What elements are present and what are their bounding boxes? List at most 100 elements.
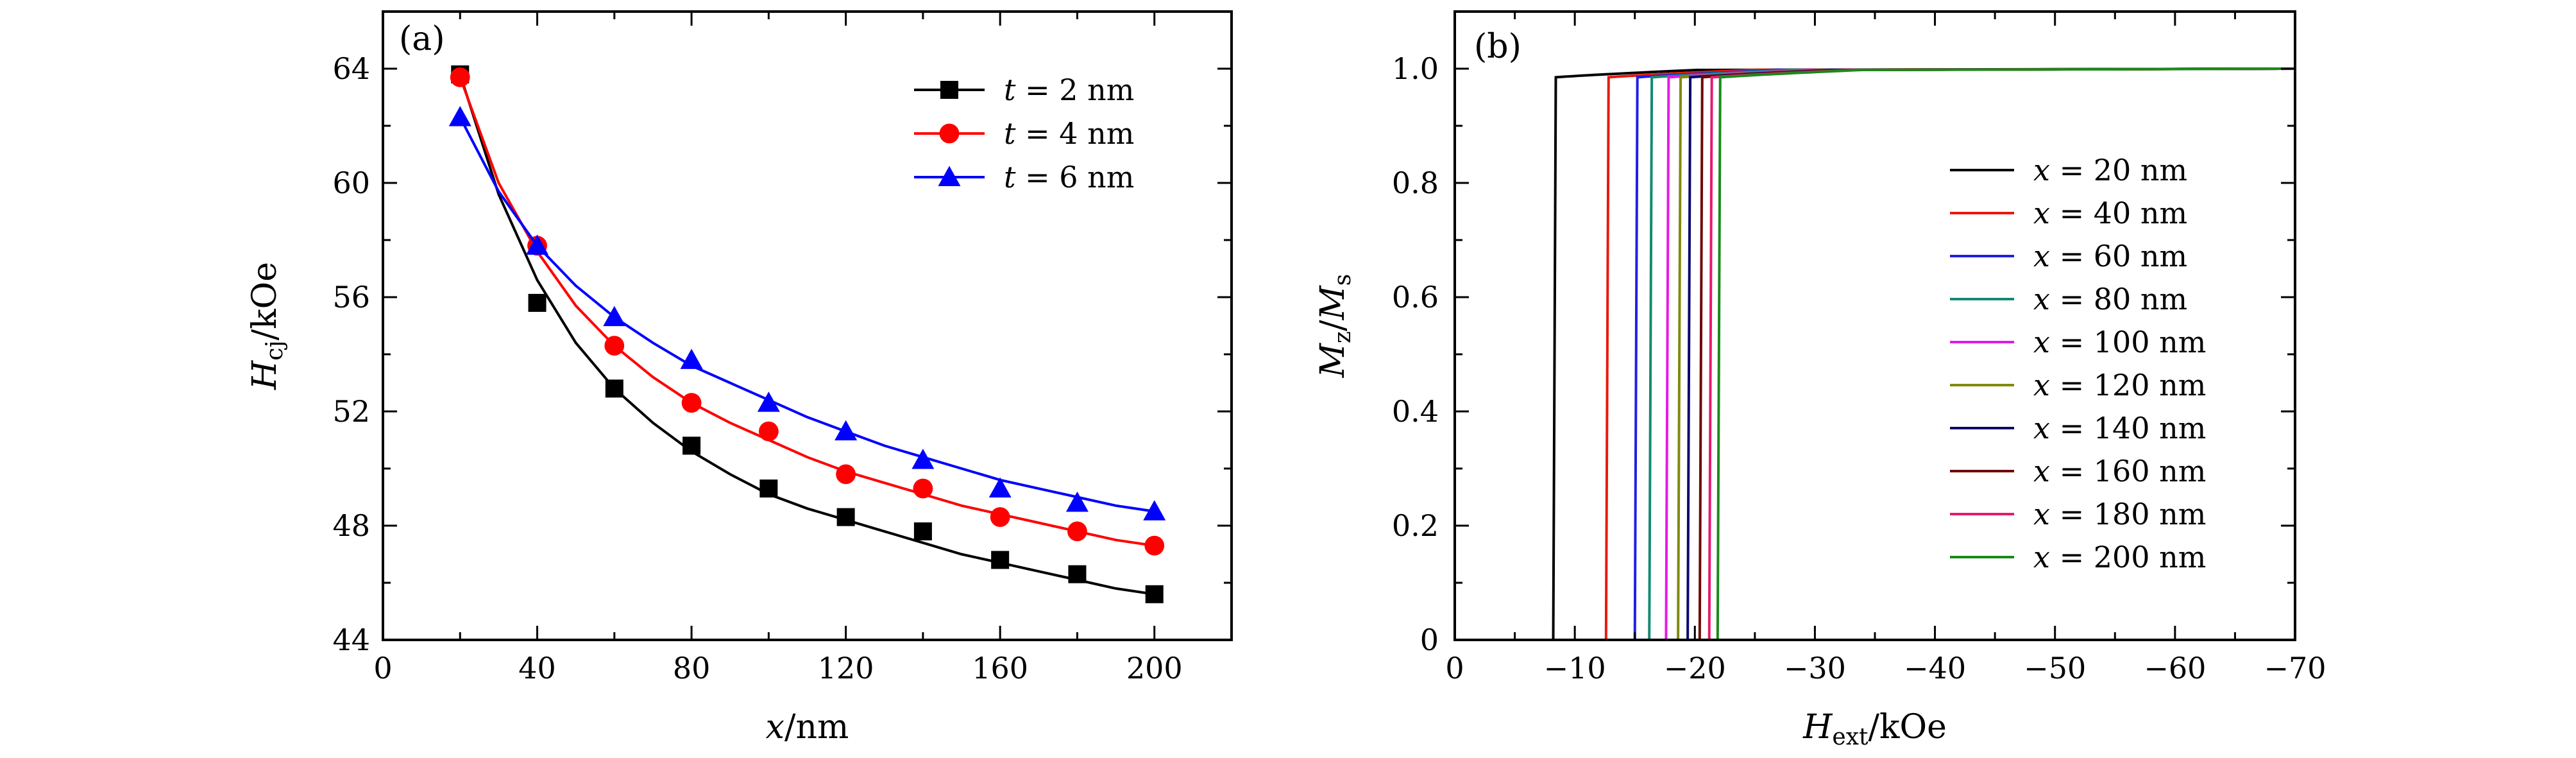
panel-a-legend-val: 4 nm xyxy=(1059,116,1134,151)
panel-b-legend-label: x = 160 nm xyxy=(2033,454,2206,488)
panel-a-x-tick-label: 80 xyxy=(673,651,711,685)
panel-b-legend-label: x = 100 nm xyxy=(2033,325,2206,359)
panel-b-legend-var: x xyxy=(2033,540,2050,574)
panel-a-legend-marker xyxy=(938,166,961,186)
panel-b-y-axis-den-sub: s xyxy=(1330,274,1356,286)
panel-a-data-point xyxy=(990,507,1010,528)
panel-a-y-tick-label: 48 xyxy=(332,508,370,543)
panel-a-data-point xyxy=(758,421,779,442)
panel-b-legend-var: x xyxy=(2033,153,2050,187)
panel-b-legend-label: x = 200 nm xyxy=(2033,540,2206,574)
panel-a-legend-eq: = xyxy=(1016,73,1060,107)
panel-b-y-axis-sep: / xyxy=(1314,320,1352,331)
panel-b-legend-eq: = xyxy=(2050,411,2094,445)
panel-a-data-point xyxy=(450,67,470,87)
panel-a-data-point xyxy=(991,551,1010,569)
panel-b-legend-eq: = xyxy=(2050,454,2094,488)
panel-b-chart: 0 −10 −20 −30 −40 −50 −60 −70 0 0.2 0.4 0.6 0.8 1.0 (… xyxy=(1314,10,2326,750)
panel-a-data-point xyxy=(603,306,626,327)
panel-a-label: (a) xyxy=(399,20,445,58)
panel-b-legend-val: 180 nm xyxy=(2094,497,2207,531)
panel-a-y-axis-sub: cj xyxy=(262,340,288,360)
panel-a-legend-label: t = 2 nm xyxy=(1004,73,1134,107)
panel-a-frame xyxy=(382,10,1233,641)
panel-b-legend-eq: = xyxy=(2050,239,2094,273)
panel-a-legend-var: t xyxy=(1004,116,1016,151)
panel-a-data-point xyxy=(604,336,625,356)
panel-a-data-point xyxy=(836,508,855,526)
panel-a-data-point xyxy=(680,349,703,369)
panel-b-x-axis-sub: ext xyxy=(1832,724,1868,750)
panel-a-legend-var: t xyxy=(1004,160,1016,194)
panel-a-data-point xyxy=(1068,565,1087,583)
panel-b-legend-var: x xyxy=(2033,239,2050,273)
panel-a-fit-line-2 xyxy=(459,76,1155,547)
panel-a-x-tick-label: 160 xyxy=(972,651,1028,685)
panel-b-legend-val: 200 nm xyxy=(2094,540,2207,574)
panel-b-y-tick-label: 0.2 xyxy=(1392,508,1439,543)
panel-a-fit-line-3 xyxy=(459,116,1155,513)
panel-b-legend-val: 140 nm xyxy=(2094,411,2207,445)
panel-b-y-axis-label: Mz/Ms xyxy=(1314,274,1356,378)
panel-b-legend-label: x = 80 nm xyxy=(2033,282,2187,316)
panel-b-y-axis-num-sub: z xyxy=(1330,331,1356,343)
panel-b-x-tick-label: −10 xyxy=(1544,651,1606,685)
panel-a-x-tick-label: 120 xyxy=(818,651,874,685)
panel-b-y-tick-label: 1.0 xyxy=(1392,51,1439,86)
panel-b-legend-eq: = xyxy=(2050,540,2094,574)
panel-b-label: (b) xyxy=(1474,28,1521,66)
panel-a-fit-line-1 xyxy=(459,74,1155,596)
panel-b-legend-val: 40 nm xyxy=(2094,196,2187,230)
panel-b-x-tick-label: −70 xyxy=(2264,651,2326,685)
panel-a-data-point xyxy=(759,479,778,498)
panel-b-legend-eq: = xyxy=(2050,497,2094,531)
panel-a-data-point xyxy=(757,392,780,412)
panel-b-x-tick-label: −20 xyxy=(1664,651,1726,685)
panel-a-data-point xyxy=(835,420,858,441)
panel-b-y-tick-label: 0.8 xyxy=(1392,166,1439,200)
panel-a-data-point xyxy=(605,379,623,398)
panel-b-x-tick-label: −50 xyxy=(2024,651,2086,685)
panel-a-data-point xyxy=(911,449,935,469)
panel-a-legend: t = 2 nmt = 4 nmt = 6 nm xyxy=(914,73,1134,194)
panel-a-x-axis-var: x xyxy=(766,708,784,746)
panel-b-y-axis-den: M xyxy=(1314,284,1352,320)
panel-a-data-point xyxy=(836,464,856,485)
panel-b-legend: x = 20 nmx = 40 nmx = 60 nmx = 80 nmx = … xyxy=(1950,153,2206,574)
panel-b-x-axis-var: H xyxy=(1802,708,1833,746)
panel-b-legend-var: x xyxy=(2033,411,2050,445)
panel-b-y-tick-label: 0.4 xyxy=(1392,394,1439,429)
panel-a-y-tick-label: 60 xyxy=(332,166,370,200)
panel-b-legend-var: x xyxy=(2033,196,2050,230)
panel-a-y-axis-label: Hcj/kOe xyxy=(246,262,288,390)
panel-a-legend-label: t = 6 nm xyxy=(1004,160,1134,194)
panel-a-data-point xyxy=(448,106,471,126)
panel-b-curve-10 xyxy=(1455,67,2296,641)
panel-b-curve-2 xyxy=(1455,67,2296,641)
panel-a-legend-marker xyxy=(939,123,960,144)
panel-a-x-axis-unit: /nm xyxy=(784,708,849,746)
panel-b-legend-val: 120 nm xyxy=(2094,368,2207,402)
panel-a-data-point xyxy=(681,393,702,413)
panel-b-legend-var: x xyxy=(2033,454,2050,488)
panel-a-data-point xyxy=(988,477,1012,498)
panel-b-y-tick-label: 0.6 xyxy=(1392,280,1439,314)
panel-a-data-point xyxy=(682,436,701,455)
panel-a-data-point xyxy=(1144,535,1165,556)
panel-b-legend-label: x = 180 nm xyxy=(2033,497,2206,531)
panel-a-data-point xyxy=(913,522,932,540)
panel-b-x-axis-label: Hext/kOe xyxy=(1802,708,1947,750)
panel-a-data-point xyxy=(528,293,547,312)
panel-b-legend-val: 100 nm xyxy=(2094,325,2207,359)
panel-a-legend-eq: = xyxy=(1016,160,1060,194)
panel-b-y-axis-num: M xyxy=(1314,342,1352,378)
panel-b-legend-eq: = xyxy=(2050,325,2094,359)
panel-a-x-axis-label: x/nm xyxy=(766,708,849,746)
panel-a-data-point xyxy=(1143,500,1166,521)
panel-a-legend-var: t xyxy=(1004,73,1016,107)
panel-a-legend-eq: = xyxy=(1016,116,1060,151)
panel-b-ticks: 0 −10 −20 −30 −40 −50 −60 −70 0 0.2 0.4 0.6 0.8 1.0 xyxy=(1392,12,2326,685)
panel-a-legend-label: t = 4 nm xyxy=(1004,116,1134,151)
panel-b-legend-var: x xyxy=(2033,368,2050,402)
panel-a-data-point xyxy=(1145,585,1164,603)
